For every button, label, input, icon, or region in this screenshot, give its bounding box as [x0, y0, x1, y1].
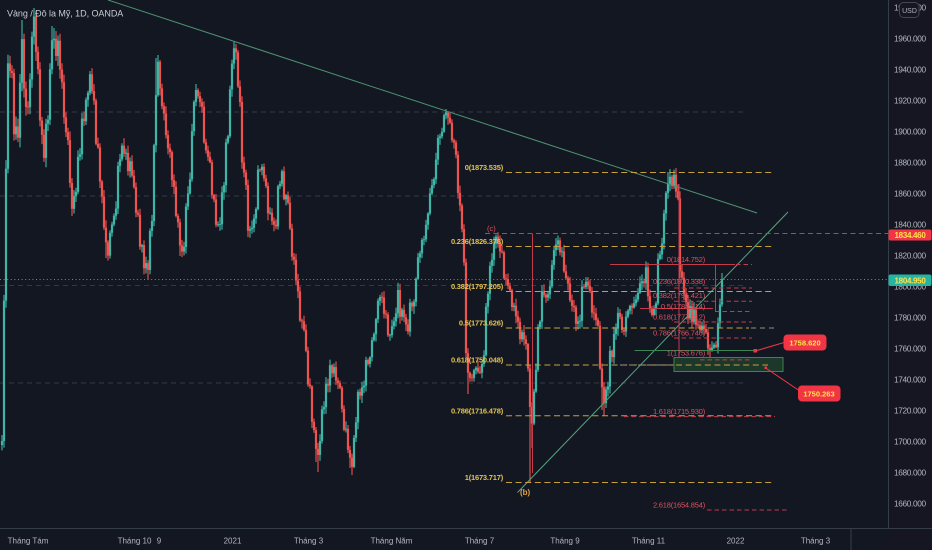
svg-text:0.786(1716.478): 0.786(1716.478) [451, 407, 504, 416]
svg-text:Tháng 11: Tháng 11 [632, 537, 666, 546]
svg-text:1760.000: 1760.000 [894, 344, 927, 354]
svg-text:USD: USD [902, 8, 917, 15]
svg-text:Tháng 9: Tháng 9 [550, 537, 580, 546]
svg-text:2021: 2021 [224, 537, 242, 546]
svg-text:Tháng 3: Tháng 3 [294, 537, 324, 546]
svg-text:1800.000: 1800.000 [894, 282, 927, 292]
svg-text:0.236(1800.338): 0.236(1800.338) [653, 277, 706, 286]
svg-text:1860.000: 1860.000 [894, 189, 927, 199]
svg-text:1680.000: 1680.000 [894, 468, 927, 478]
svg-text:0.618(1750.048): 0.618(1750.048) [451, 356, 504, 365]
svg-text:0(1814.752): 0(1814.752) [667, 255, 706, 264]
svg-text:1(1753.676): 1(1753.676) [667, 349, 706, 358]
svg-text:0.786(1766.746): 0.786(1766.746) [653, 329, 706, 338]
svg-text:1840.000: 1840.000 [894, 220, 927, 230]
svg-text:1750.263: 1750.263 [803, 390, 834, 399]
svg-text:1720.000: 1720.000 [894, 406, 927, 416]
svg-text:0.382(1791.421): 0.382(1791.421) [653, 291, 706, 300]
svg-text:Tháng Tám: Tháng Tám [8, 537, 49, 546]
svg-text:1960.000: 1960.000 [894, 33, 927, 43]
svg-text:1(1673.717): 1(1673.717) [465, 473, 504, 482]
svg-text:1920.000: 1920.000 [894, 95, 927, 105]
svg-text:1700.000: 1700.000 [894, 437, 927, 447]
svg-text:(c): (c) [487, 224, 496, 233]
svg-text:1780.000: 1780.000 [894, 313, 927, 323]
svg-text:(b): (b) [520, 488, 531, 497]
svg-text:1834.460: 1834.460 [895, 231, 927, 240]
svg-text:9: 9 [157, 537, 162, 546]
svg-text:1940.000: 1940.000 [894, 64, 927, 74]
svg-text:2.618(1654.854): 2.618(1654.854) [653, 501, 706, 510]
svg-text:1880.000: 1880.000 [894, 158, 927, 168]
svg-text:0.382(1797.205): 0.382(1797.205) [451, 282, 504, 291]
svg-text:Tháng 10: Tháng 10 [118, 537, 152, 546]
svg-text:1820.000: 1820.000 [894, 251, 927, 261]
svg-text:0.5(1784.214): 0.5(1784.214) [661, 302, 706, 311]
svg-text:1900.000: 1900.000 [894, 127, 927, 137]
svg-text:0.618(1777.012): 0.618(1777.012) [653, 313, 706, 322]
svg-text:Vàng / Đô la Mỹ, 1D, OANDA: Vàng / Đô la Mỹ, 1D, OANDA [7, 9, 123, 19]
svg-text:2022: 2022 [727, 537, 745, 546]
svg-text:0.236(1826.378): 0.236(1826.378) [451, 237, 504, 246]
svg-text:Tháng 7: Tháng 7 [465, 537, 495, 546]
svg-text:Tháng 3: Tháng 3 [801, 537, 831, 546]
svg-text:1660.000: 1660.000 [894, 499, 927, 509]
svg-text:0(1873.535): 0(1873.535) [465, 163, 504, 172]
svg-text:1758.620: 1758.620 [789, 339, 820, 348]
svg-text:0.5(1773.626): 0.5(1773.626) [459, 319, 504, 328]
svg-text:1804.950: 1804.950 [895, 276, 927, 285]
svg-text:1.618(1715.930): 1.618(1715.930) [653, 407, 706, 416]
svg-text:1740.000: 1740.000 [894, 375, 927, 385]
svg-text:Tháng Năm: Tháng Năm [371, 537, 413, 546]
